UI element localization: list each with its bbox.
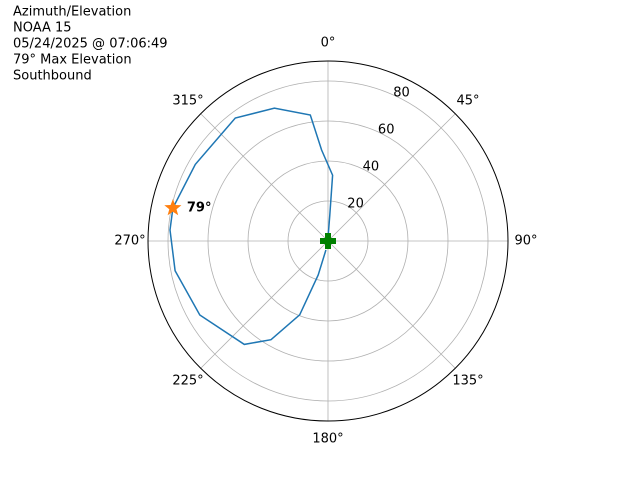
theta-grid-line (200, 113, 329, 242)
title-line: 05/24/2025 @ 07:06:49 (13, 37, 168, 52)
theta-tick-label: 0° (321, 36, 336, 51)
theta-tick-label: 270° (114, 234, 145, 249)
theta-grid-line (200, 240, 329, 369)
radial-tick-label: 40 (363, 160, 380, 175)
position-marker (320, 233, 336, 249)
radial-grid-line (207, 120, 449, 362)
theta-tick-label: 45° (456, 93, 479, 108)
radial-tick-label: 80 (393, 86, 410, 101)
radial-grid-line (287, 200, 369, 282)
theta-tick-label: 135° (452, 374, 483, 389)
radial-grid-line (167, 80, 489, 402)
theta-tick-label: 225° (172, 374, 203, 389)
theta-grid-line (327, 240, 456, 369)
title-line: Southbound (13, 69, 92, 84)
plot-frame (147, 60, 509, 422)
theta-tick-label: 90° (514, 234, 537, 249)
title-line: Azimuth/Elevation (13, 5, 131, 20)
title-line: NOAA 15 (13, 21, 72, 36)
theta-tick-label: 315° (172, 93, 203, 108)
max-elevation-marker (164, 199, 182, 216)
theta-grid-line (327, 113, 456, 242)
radial-grid-line (247, 160, 409, 322)
max-elevation-label: 79° (187, 201, 212, 216)
radial-tick-label: 20 (347, 197, 364, 212)
title-line: 79° Max Elevation (13, 53, 132, 68)
radial-tick-label: 60 (378, 123, 395, 138)
theta-tick-label: 180° (312, 432, 343, 447)
